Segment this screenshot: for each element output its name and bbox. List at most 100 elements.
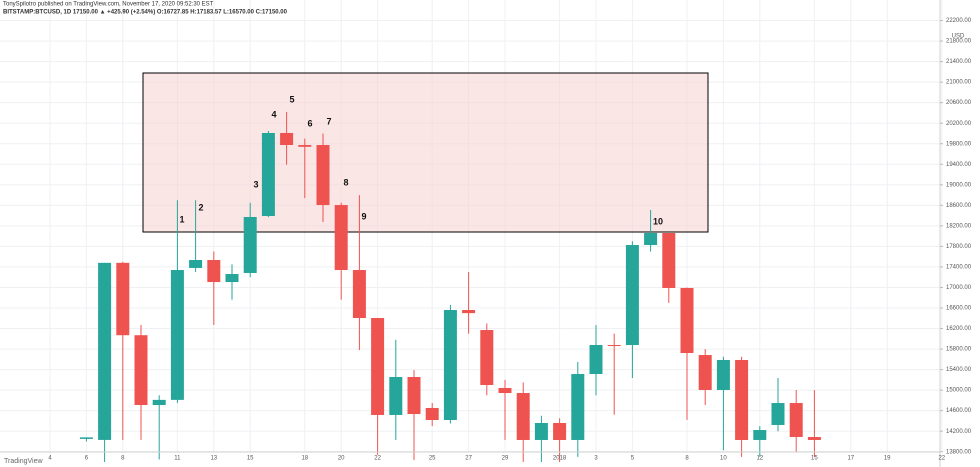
- wave-label: 3: [253, 179, 258, 189]
- candle-body: [371, 318, 385, 415]
- y-tick-label: 15400.00: [946, 367, 972, 373]
- y-tick-label: 16600.00: [946, 306, 972, 312]
- x-tick-label: 4: [48, 456, 52, 462]
- wave-label: 8: [343, 177, 348, 187]
- y-tick-label: 20600.00: [946, 100, 972, 106]
- y-tick-label: 17400.00: [946, 265, 972, 271]
- y-tick-label: 18600.00: [946, 203, 972, 209]
- y-tick-label: 14200.00: [946, 429, 972, 435]
- x-tick-label: 6: [85, 456, 89, 462]
- brand: TradingView: [4, 458, 43, 465]
- x-tick-label: 22: [374, 456, 381, 462]
- candle-body: [134, 335, 148, 406]
- candle-body: [79, 437, 93, 439]
- candle-body: [152, 399, 166, 406]
- candle-body: [644, 233, 658, 246]
- y-tick-label: 19800.00: [946, 141, 972, 147]
- wave-label: 9: [361, 211, 366, 221]
- candle-body: [789, 403, 803, 438]
- candle-body: [716, 360, 730, 390]
- currency-label: USD: [952, 34, 965, 40]
- y-tick-label: 19400.00: [946, 162, 972, 168]
- candle-body: [553, 422, 567, 440]
- candle-body: [225, 274, 239, 283]
- x-tick-label: 8: [685, 456, 689, 462]
- y-tick-label: 15800.00: [946, 347, 972, 353]
- x-tick-label: 11: [174, 456, 181, 462]
- candle-body: [807, 437, 821, 440]
- x-tick-label: 27: [465, 456, 472, 462]
- resistance-box: [142, 72, 709, 233]
- wave-label: 10: [653, 216, 663, 226]
- candle-body: [625, 245, 639, 346]
- y-tick-label: 15000.00: [946, 388, 972, 394]
- candle-body: [189, 260, 203, 268]
- y-tick-label: 18200.00: [946, 223, 972, 229]
- x-tick-label: 10: [720, 456, 727, 462]
- x-tick-label: 3: [594, 456, 598, 462]
- candle-body: [607, 345, 621, 347]
- y-tick-label: 21000.00: [946, 80, 972, 86]
- x-tick-label: 15: [811, 456, 818, 462]
- x-tick-label: 17: [847, 456, 854, 462]
- candle-body: [571, 374, 585, 440]
- candle-body: [170, 270, 184, 400]
- x-tick-label: 13: [210, 456, 217, 462]
- y-tick-label: 19000.00: [946, 182, 972, 188]
- candle-body: [498, 387, 512, 394]
- candle-body: [771, 403, 785, 425]
- x-tick-label: 8: [121, 456, 125, 462]
- y-tick-label: 21400.00: [946, 59, 972, 65]
- x-tick-label: 19: [884, 456, 891, 462]
- candle-body: [753, 430, 767, 440]
- wave-label: 7: [326, 116, 331, 126]
- candle-body: [352, 270, 366, 319]
- y-tick-label: 17000.00: [946, 285, 972, 291]
- y-tick-label: 14600.00: [946, 408, 972, 414]
- candle-body: [207, 260, 221, 283]
- candle-body: [298, 145, 312, 147]
- candle-body: [462, 310, 476, 314]
- candle-body: [407, 376, 421, 415]
- candle-body: [316, 145, 330, 206]
- x-tick-label: 2018: [553, 456, 567, 462]
- candle-body: [735, 360, 749, 440]
- candle-body: [589, 345, 603, 375]
- candle-body: [98, 262, 112, 440]
- x-tick-label: 15: [247, 456, 254, 462]
- x-tick-label: 20: [338, 456, 345, 462]
- candle-body: [662, 233, 676, 288]
- y-tick-label: 17800.00: [946, 244, 972, 250]
- wave-label: 6: [307, 118, 312, 128]
- candle-body: [516, 393, 530, 440]
- wave-label: 5: [289, 94, 294, 104]
- x-tick-label: 5: [631, 456, 635, 462]
- wave-label: 4: [271, 109, 276, 119]
- candles: [79, 111, 821, 462]
- header-symbol: BITSTAMP:BTCUSD, 1D 17150.00 ▲ +425.90 (…: [3, 10, 288, 16]
- y-tick-label: 21800.00: [946, 39, 972, 45]
- candle-body: [334, 205, 348, 271]
- candle-body: [680, 287, 694, 354]
- x-tick-label: 22: [938, 456, 945, 462]
- wave-label: 1: [179, 214, 184, 224]
- candle-body: [389, 376, 403, 415]
- candle-body: [425, 407, 439, 421]
- x-tick-label: 12: [756, 456, 763, 462]
- candle-body: [443, 310, 457, 421]
- header-author: TonySpilotro published on TradingView.co…: [3, 2, 214, 8]
- y-tick-label: 16200.00: [946, 326, 972, 332]
- wave-label: 2: [198, 202, 203, 212]
- candle-body: [698, 355, 712, 390]
- x-tick-label: 29: [502, 456, 509, 462]
- y-tick-label: 13800.00: [946, 449, 972, 455]
- candle-body: [116, 262, 130, 336]
- y-tick-label: 20200.00: [946, 121, 972, 127]
- x-tick-label: 25: [429, 456, 436, 462]
- candle-body: [534, 422, 548, 440]
- candle-body: [280, 133, 294, 146]
- candle-body: [261, 133, 275, 217]
- x-tick-label: 18: [301, 456, 308, 462]
